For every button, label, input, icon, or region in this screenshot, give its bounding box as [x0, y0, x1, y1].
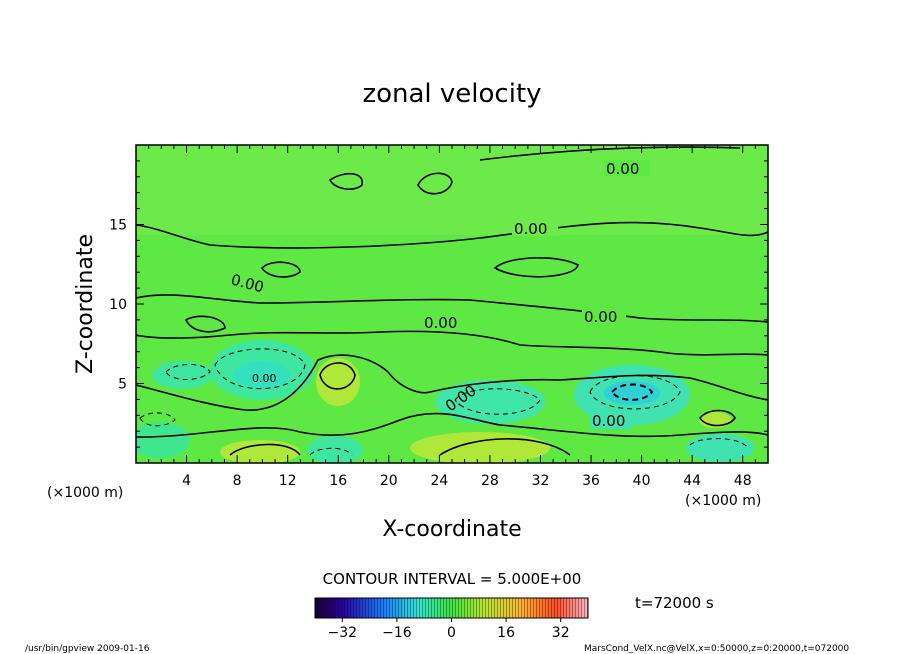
x-unit-label-left: (×1000 m): [47, 485, 123, 501]
x-tick-label: 24: [430, 473, 448, 489]
contour-line-negative: [589, 375, 681, 410]
contour-line: [319, 362, 356, 390]
field-blob: [152, 361, 212, 389]
colorbar: −32 −16 0 16 32: [314, 597, 589, 641]
contour-line: [479, 146, 741, 161]
contour-line-negative: [214, 348, 306, 390]
contour-label: 0.00: [606, 160, 639, 178]
x-unit-label-right: (×1000 m): [685, 493, 761, 509]
contour-line: [136, 354, 768, 411]
x-axis-ticks: 4 8 12 16 20 24 28 32 36 40 44 48: [148, 145, 756, 489]
y-tick-label: 5: [118, 377, 127, 393]
contour-line-negative: [454, 388, 541, 415]
contour-line: [439, 438, 571, 456]
y-tick-label: 15: [109, 218, 127, 234]
x-tick-label: 44: [683, 473, 701, 489]
x-tick-label: 48: [734, 473, 752, 489]
colorbar-tick-label: 32: [552, 625, 570, 641]
colorbar-tick-label: 0: [447, 625, 456, 641]
contour-line: [699, 409, 736, 427]
contour-line: [229, 443, 301, 456]
x-tick-label: 8: [233, 473, 242, 489]
y-axis-ticks: 5 10 15: [109, 160, 768, 448]
field-blob: [604, 381, 660, 405]
field-blob: [316, 358, 360, 406]
contour-label: 0.00: [252, 372, 277, 385]
y-axis-label: Z-coordinate: [73, 234, 98, 374]
contour-line: [184, 315, 226, 333]
contour-line: [136, 330, 768, 356]
y-tick-label: 10: [109, 297, 127, 313]
x-tick-label: 40: [633, 473, 651, 489]
contour-line: [260, 261, 301, 278]
x-axis-label: X-coordinate: [382, 517, 521, 542]
colorbar-ticks: −32 −16 0 16 32: [328, 618, 570, 641]
contour-line: [136, 221, 768, 249]
contour-line: [417, 172, 453, 195]
plot-area: 0.00 0.00 0.00 0.00 0.00 0.00 0.00 0.00: [136, 145, 768, 463]
field-blob: [234, 361, 290, 389]
footer-right: MarsCond_VelX.nc@VelX,x=0:50000,z=0:2000…: [584, 644, 849, 654]
contour-line-negative: [689, 438, 749, 449]
field-blob: [410, 432, 550, 463]
x-tick-label: 20: [380, 473, 398, 489]
contour-line: [493, 257, 579, 278]
x-tick-label: 32: [532, 473, 550, 489]
field-blob: [136, 422, 190, 458]
footer-left: /usr/bin/gpview 2009-01-16: [25, 644, 150, 654]
contour-line-negative: [610, 383, 654, 401]
colorbar-tick-label: −32: [328, 625, 358, 641]
contour-interval-text: CONTOUR INTERVAL = 5.000E+00: [323, 570, 582, 588]
x-tick-label: 4: [182, 473, 191, 489]
time-label: t=72000 s: [635, 594, 714, 612]
contour-label: 0.00: [514, 220, 547, 238]
contour-line-negative: [139, 412, 176, 427]
contour-line: [136, 294, 768, 323]
x-tick-label: 12: [279, 473, 297, 489]
x-tick-label: 28: [481, 473, 499, 489]
contour-line: [136, 412, 768, 438]
contour-label: 0.00: [424, 314, 457, 332]
field-upper-band: [136, 145, 768, 235]
contour-line-negative: [165, 364, 211, 380]
colorbar-stripes: [315, 598, 588, 618]
x-tick-label: 36: [582, 473, 600, 489]
x-tick-label: 16: [329, 473, 347, 489]
chart-title: zonal velocity: [362, 79, 541, 109]
colorbar-tick-label: 16: [497, 625, 515, 641]
field-blob: [307, 436, 363, 463]
colorbar-tick-label: −16: [382, 625, 412, 641]
contour-line-negative: [309, 447, 353, 456]
contour-label: 0.00: [584, 308, 617, 326]
contour-line: [328, 172, 363, 190]
contour-label: 0.00: [592, 412, 625, 430]
